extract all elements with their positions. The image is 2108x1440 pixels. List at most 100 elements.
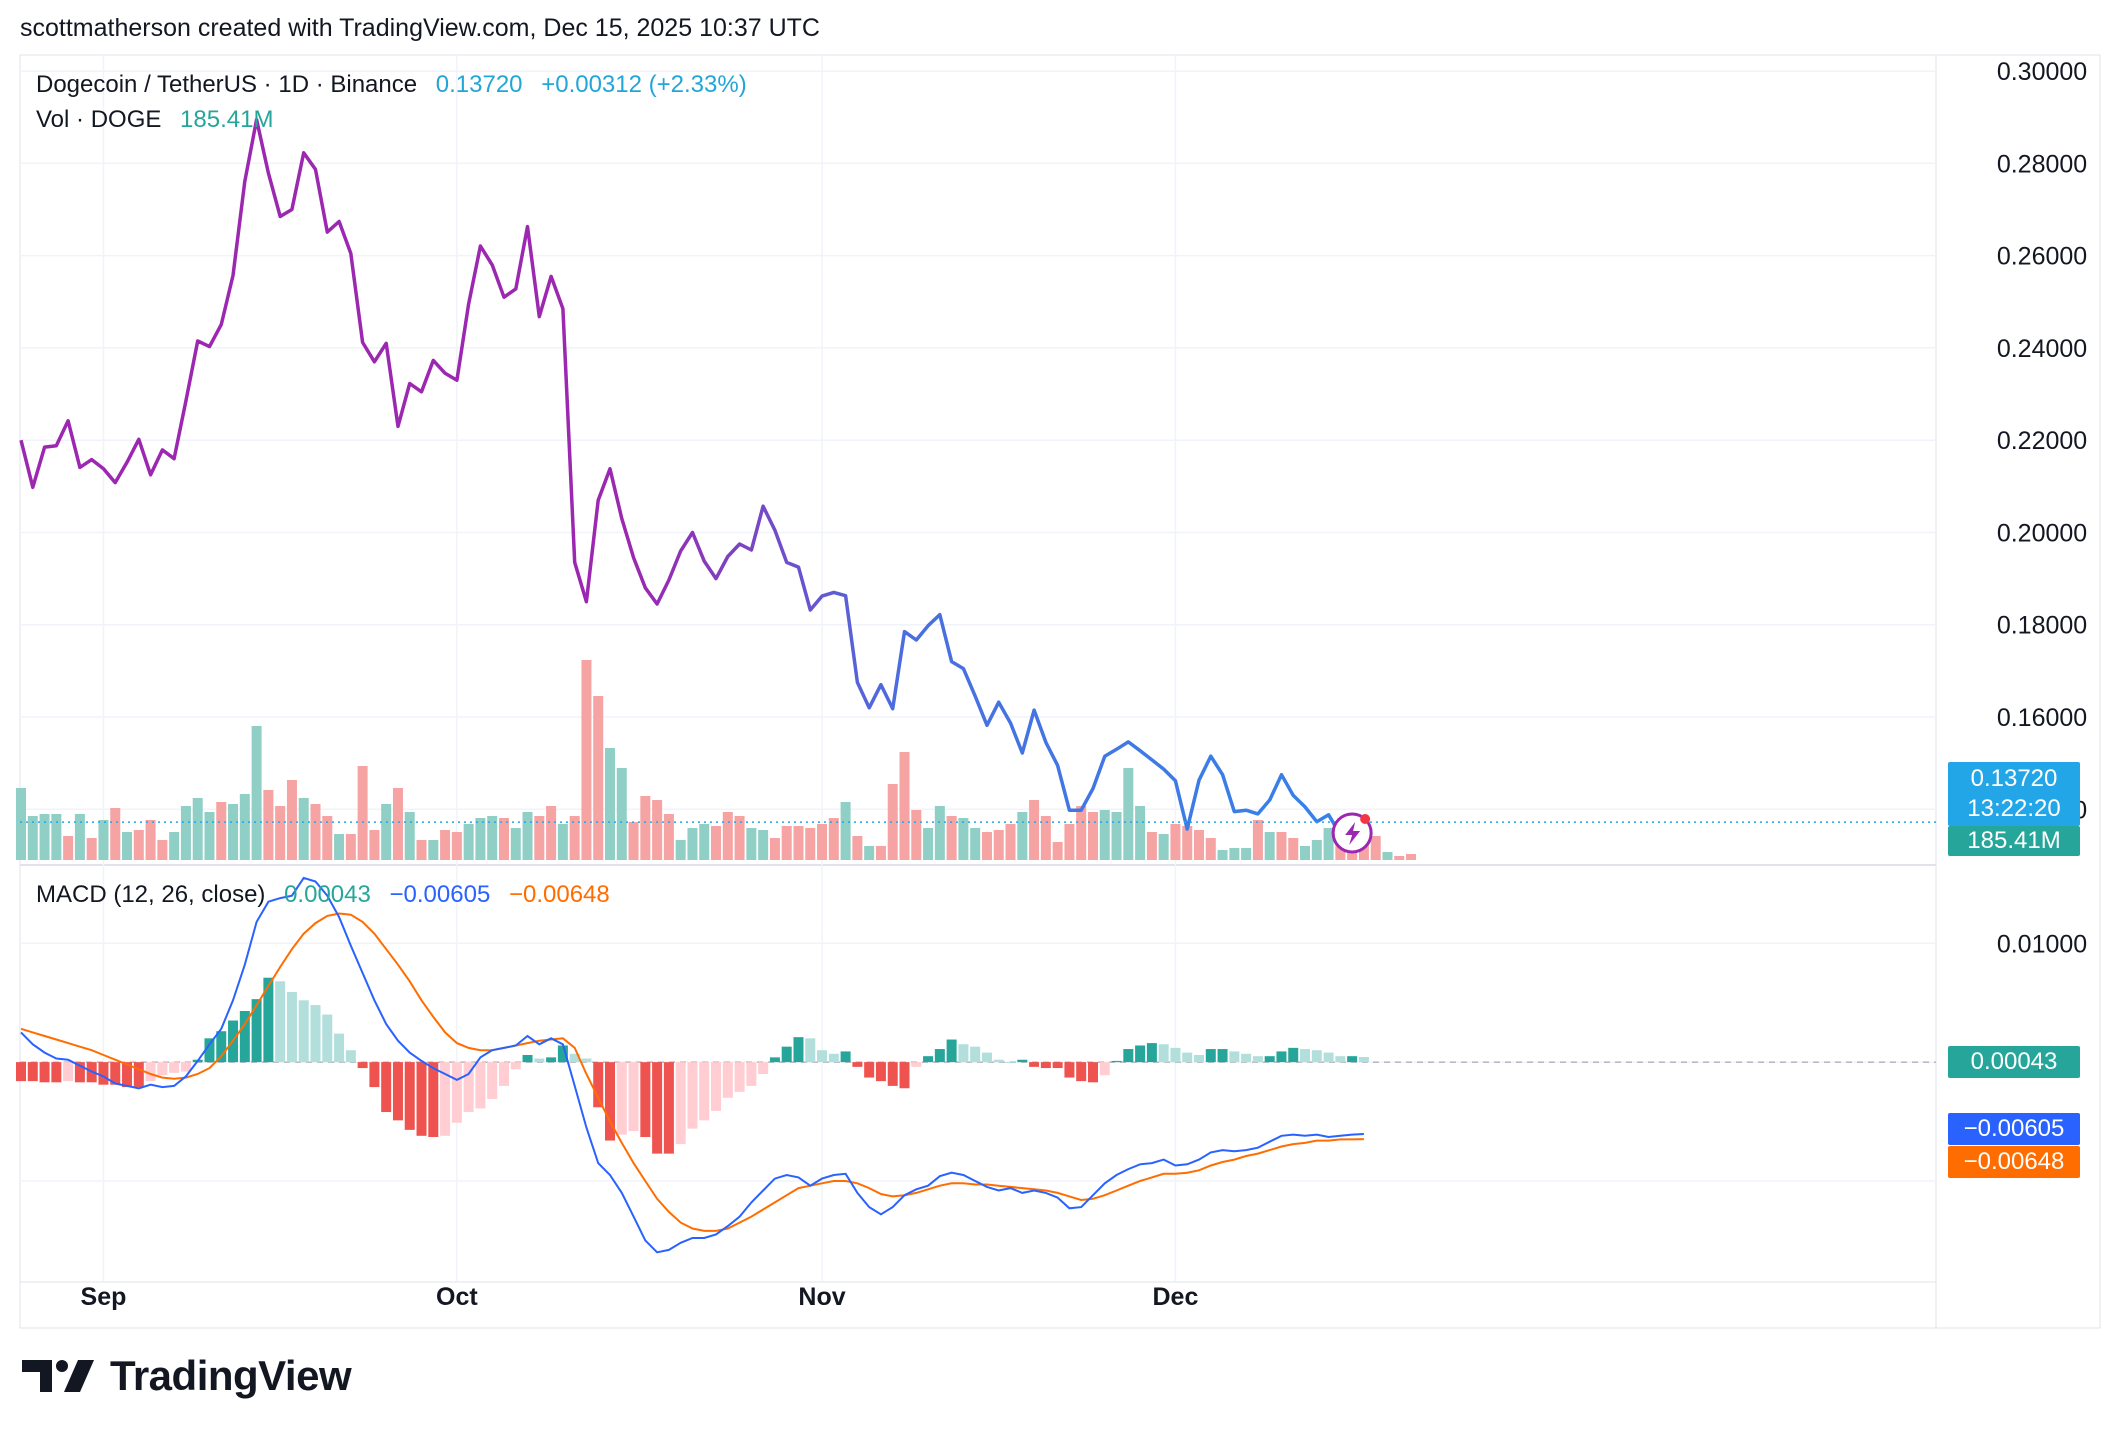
- volume-bar: [74, 814, 85, 860]
- macd-histogram-bar: [852, 1062, 863, 1067]
- macd-histogram-bar: [569, 1053, 580, 1063]
- volume-bar: [228, 804, 239, 860]
- volume-bar: [192, 798, 203, 860]
- symbol-title[interactable]: Dogecoin / TetherUS · 1D · Binance: [36, 71, 418, 98]
- macd-histogram-bar: [381, 1062, 392, 1113]
- markers: [20, 812, 1936, 854]
- macd-histogram-bar: [805, 1038, 816, 1063]
- macd-histogram-bar: [1335, 1056, 1346, 1063]
- volume-bar: [322, 816, 333, 860]
- volume-bar: [169, 832, 180, 860]
- volume-bar: [711, 826, 722, 860]
- volume-bar: [616, 768, 627, 860]
- macd-histogram-bar: [498, 1062, 509, 1086]
- macd-histogram-bar: [793, 1037, 804, 1063]
- macd-histogram-bar: [451, 1062, 462, 1123]
- volume-title[interactable]: Vol · DOGE: [36, 106, 162, 133]
- volume-bar: [110, 808, 121, 860]
- volume-bar: [334, 834, 345, 860]
- price-tick-label: 0.16000: [1997, 704, 2087, 732]
- macd-histogram-bar: [1264, 1056, 1275, 1063]
- volume-bar: [699, 824, 710, 860]
- macd-histogram-bar: [27, 1062, 38, 1082]
- volume-bar: [498, 818, 509, 860]
- volume-bar: [663, 814, 674, 860]
- macd-histogram-bar: [180, 1062, 191, 1072]
- attribution-text: scottmatherson created with TradingView.…: [20, 14, 820, 42]
- volume-bar: [381, 804, 392, 860]
- volume-bar: [911, 810, 922, 860]
- macd-histogram-bar: [239, 1011, 250, 1063]
- macd-histogram-bar: [298, 1000, 309, 1063]
- macd-histogram-bar: [1170, 1047, 1181, 1063]
- volume-bar: [451, 832, 462, 860]
- macd-histogram-bar: [157, 1062, 168, 1076]
- volume-bar: [805, 828, 816, 860]
- macd-histogram-bar: [1087, 1062, 1098, 1083]
- macd-tick-label: 0.01000: [1997, 930, 2087, 958]
- price-tick-label: 0.30000: [1997, 58, 2087, 86]
- main-legend[interactable]: Dogecoin / TetherUS · 1D · Binance 0.137…: [36, 71, 759, 99]
- volume-bar: [640, 796, 651, 860]
- volume-bar: [734, 816, 745, 860]
- volume-bar: [1300, 846, 1311, 860]
- volume-bar: [1158, 834, 1169, 860]
- legend-change: +0.00312 (+2.33%): [541, 71, 747, 98]
- volume-bar: [593, 696, 604, 860]
- macd-histogram-bar: [1076, 1062, 1087, 1082]
- volume-bar: [628, 822, 639, 860]
- price-tick-label: 0.20000: [1997, 519, 2087, 547]
- macd-histogram-bar: [110, 1062, 121, 1085]
- tradingview-logo[interactable]: TradingView: [22, 1352, 352, 1400]
- macd-histogram-bar: [522, 1054, 533, 1063]
- macd-histogram-bar: [758, 1062, 769, 1074]
- volume-legend[interactable]: Vol · DOGE 185.41M: [36, 106, 285, 134]
- macd-histogram-bar: [1300, 1049, 1311, 1063]
- price-tick-label: 0.18000: [1997, 612, 2087, 640]
- volume-bar: [864, 846, 875, 860]
- macd-histogram-bar: [1358, 1057, 1369, 1063]
- volume-bar: [263, 790, 274, 860]
- price-series: [19, 117, 1354, 837]
- macd-histogram-bar: [16, 1062, 26, 1082]
- volume-bar: [793, 826, 804, 860]
- volume-bar: [428, 840, 439, 860]
- macd-hist-value: 0.00043: [284, 881, 371, 908]
- volume-value: 185.41M: [180, 106, 274, 133]
- volume-bar: [286, 780, 297, 860]
- macd-histogram-bar: [581, 1058, 592, 1063]
- macd-histogram: [16, 977, 1369, 1154]
- price-line: [19, 117, 1354, 837]
- macd-histogram-bar: [63, 1062, 74, 1082]
- macd-histogram-bar: [404, 1062, 415, 1130]
- volume-bar: [145, 820, 156, 860]
- volume-bar: [581, 660, 592, 860]
- volume-bar: [463, 824, 474, 860]
- volume-bar: [1205, 838, 1216, 860]
- macd-histogram-bar: [993, 1059, 1004, 1063]
- macd-histogram-bar: [1217, 1049, 1228, 1063]
- volume-bar: [475, 818, 486, 860]
- macd-histogram-bar: [746, 1062, 757, 1086]
- macd-histogram-bar: [487, 1062, 498, 1099]
- macd-legend[interactable]: MACD (12, 26, close) 0.00043 −0.00605 −0…: [36, 881, 622, 909]
- volume-bar: [27, 816, 38, 860]
- macd-histogram-bar: [1123, 1049, 1134, 1063]
- volume-bar: [675, 840, 686, 860]
- macd-histogram-bar: [1099, 1062, 1110, 1076]
- volume-bar: [1370, 836, 1381, 860]
- volume-bar: [1029, 800, 1040, 860]
- macd-histogram-bar: [1205, 1049, 1216, 1063]
- macd-title[interactable]: MACD (12, 26, close): [36, 881, 266, 908]
- macd-histogram-bar: [1005, 1062, 1016, 1064]
- macd-histogram-bar: [1276, 1051, 1287, 1063]
- volume-bar: [958, 818, 969, 860]
- volume-bar: [1406, 854, 1417, 860]
- macd-line-tag: −0.00605: [1948, 1113, 2080, 1145]
- macd-histogram-bar: [39, 1062, 50, 1083]
- macd-histogram-bar: [145, 1062, 156, 1082]
- macd-histogram-bar: [1017, 1059, 1028, 1063]
- volume-bar: [923, 828, 934, 860]
- time-axis[interactable]: Sep Oct Nov Dec: [81, 1283, 1199, 1311]
